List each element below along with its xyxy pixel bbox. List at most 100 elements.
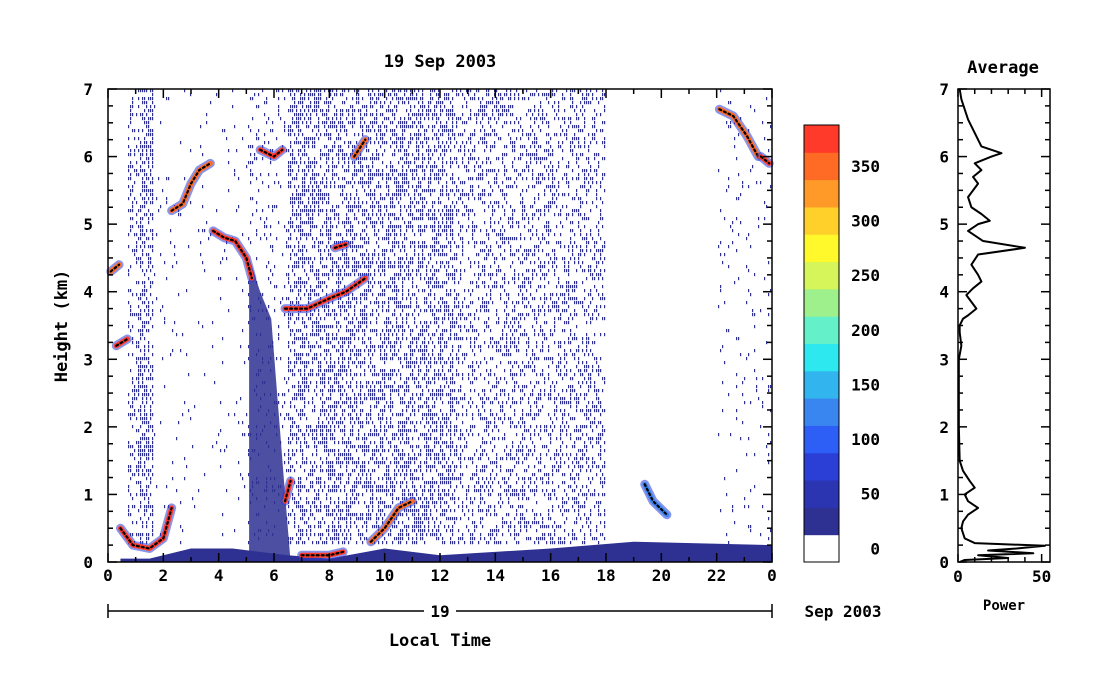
- noise-speck: [300, 281, 302, 285]
- noise-speck: [376, 149, 378, 153]
- noise-speck: [436, 529, 438, 533]
- noise-speck: [364, 485, 366, 489]
- noise-speck: [296, 177, 298, 181]
- noise-speck: [334, 209, 336, 213]
- noise-speck: [396, 169, 398, 173]
- noise-speck: [366, 321, 368, 325]
- noise-speck: [332, 157, 334, 161]
- noise-speck: [342, 277, 344, 281]
- noise-speck: [318, 241, 320, 245]
- noise-speck: [302, 381, 304, 385]
- noise-speck: [336, 89, 338, 93]
- noise-speck: [140, 465, 142, 469]
- noise-speck: [298, 489, 300, 493]
- noise-speck: [290, 257, 292, 261]
- noise-speck: [336, 401, 338, 405]
- noise-speck: [376, 201, 378, 205]
- noise-speck: [360, 309, 362, 313]
- noise-speck: [338, 257, 340, 261]
- noise-speck: [380, 137, 382, 141]
- noise-speck: [362, 229, 364, 233]
- noise-speck: [388, 265, 390, 269]
- noise-speck: [432, 165, 434, 169]
- noise-speck: [134, 457, 136, 461]
- noise-speck: [376, 381, 378, 385]
- noise-speck: [390, 493, 392, 497]
- noise-speck: [290, 329, 292, 333]
- noise-speck: [354, 353, 356, 357]
- noise-speck: [292, 177, 294, 181]
- noise-speck: [390, 205, 392, 209]
- noise-speck: [412, 213, 414, 217]
- noise-speck: [320, 469, 322, 473]
- noise-speck: [298, 193, 300, 197]
- noise-speck: [392, 425, 394, 429]
- noise-speck: [434, 405, 436, 409]
- noise-speck: [402, 421, 404, 425]
- noise-speck: [362, 517, 364, 521]
- noise-speck: [436, 389, 438, 393]
- noise-speck: [418, 349, 420, 353]
- noise-speck: [430, 409, 432, 413]
- noise-speck: [328, 349, 330, 353]
- noise-speck: [406, 157, 408, 161]
- noise-speck: [360, 237, 362, 241]
- noise-speck: [288, 297, 290, 301]
- noise-speck: [366, 413, 368, 417]
- noise-speck: [394, 341, 396, 345]
- noise-speck: [424, 337, 426, 341]
- noise-speck: [418, 157, 420, 161]
- noise-speck: [354, 213, 356, 217]
- noise-speck: [426, 345, 428, 349]
- noise-speck: [362, 465, 364, 469]
- noise-speck: [308, 353, 310, 357]
- noise-speck: [296, 393, 298, 397]
- noise-speck: [356, 101, 358, 105]
- noise-speck: [332, 125, 334, 129]
- noise-speck: [314, 137, 316, 141]
- noise-speck: [346, 521, 348, 525]
- noise-speck: [370, 177, 372, 181]
- noise-speck: [340, 145, 342, 149]
- noise-speck: [332, 525, 334, 529]
- noise-speck: [248, 321, 250, 325]
- noise-speck: [146, 101, 148, 105]
- noise-speck: [332, 333, 334, 337]
- noise-speck: [128, 125, 130, 129]
- noise-speck: [344, 261, 346, 265]
- noise-speck: [378, 345, 380, 349]
- noise-speck: [334, 409, 336, 413]
- noise-speck: [322, 517, 324, 521]
- noise-speck: [288, 265, 290, 269]
- noise-speck: [420, 273, 422, 277]
- noise-speck: [298, 281, 300, 285]
- noise-speck: [348, 301, 350, 305]
- noise-speck: [394, 169, 396, 173]
- noise-speck: [438, 341, 440, 345]
- noise-speck: [380, 501, 382, 505]
- noise-speck: [340, 461, 342, 465]
- noise-speck: [324, 441, 326, 445]
- noise-speck: [368, 461, 370, 465]
- noise-speck: [310, 225, 312, 229]
- noise-speck: [354, 173, 356, 177]
- noise-speck: [386, 465, 388, 469]
- noise-speck: [296, 337, 298, 341]
- noise-speck: [418, 521, 420, 525]
- noise-speck: [308, 161, 310, 165]
- noise-speck: [328, 117, 330, 121]
- noise-speck: [434, 505, 436, 509]
- noise-speck: [350, 433, 352, 437]
- noise-speck: [356, 189, 358, 193]
- noise-speck: [406, 337, 408, 341]
- noise-speck: [320, 537, 322, 541]
- noise-speck: [298, 185, 300, 189]
- noise-speck: [304, 485, 306, 489]
- noise-speck: [420, 121, 422, 125]
- noise-speck: [308, 473, 310, 477]
- noise-speck: [254, 157, 256, 161]
- noise-speck: [386, 177, 388, 181]
- noise-speck: [362, 97, 364, 101]
- noise-speck: [422, 417, 424, 421]
- noise-speck: [370, 321, 372, 325]
